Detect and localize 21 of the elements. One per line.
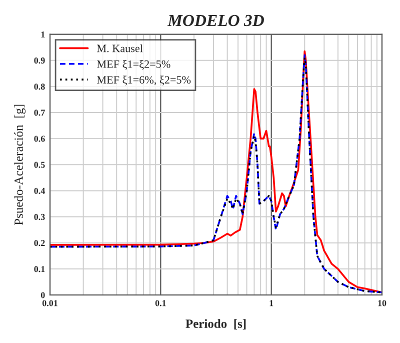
y-tick-label: 0.6 (34, 136, 45, 142)
legend-label: MEF ξ1=6%, ξ2=5% (96, 76, 191, 86)
x-axis-title: Periodo [s] (186, 319, 246, 330)
chart-title: MODELO 3D (167, 14, 264, 26)
x-tick-label: 0.01 (42, 300, 58, 306)
legend-label: M. Kausel (96, 44, 143, 52)
y-tick-label: 0.5 (34, 162, 45, 168)
y-tick-label: 1 (41, 31, 45, 38)
y-tick-label: 0.2 (34, 240, 45, 246)
x-tick-label: 1 (270, 300, 274, 306)
x-tick-label: 0.1 (155, 300, 166, 306)
y-tick-label: 0.7 (34, 110, 45, 116)
y-tick-label: 0.8 (34, 84, 45, 90)
y-tick-label: 0.3 (34, 214, 45, 220)
y-tick-label: 0 (40, 292, 45, 298)
legend-label: MEF ξ1=ξ2=5% (96, 60, 170, 70)
y-axis-title: Psuedo-Aceleración [g] (14, 104, 26, 226)
y-tick-label: 0.1 (34, 266, 45, 272)
x-tick-label: 10 (378, 300, 386, 306)
y-tick-label: 0.4 (34, 188, 45, 194)
y-tick-label: 0.9 (34, 57, 45, 64)
